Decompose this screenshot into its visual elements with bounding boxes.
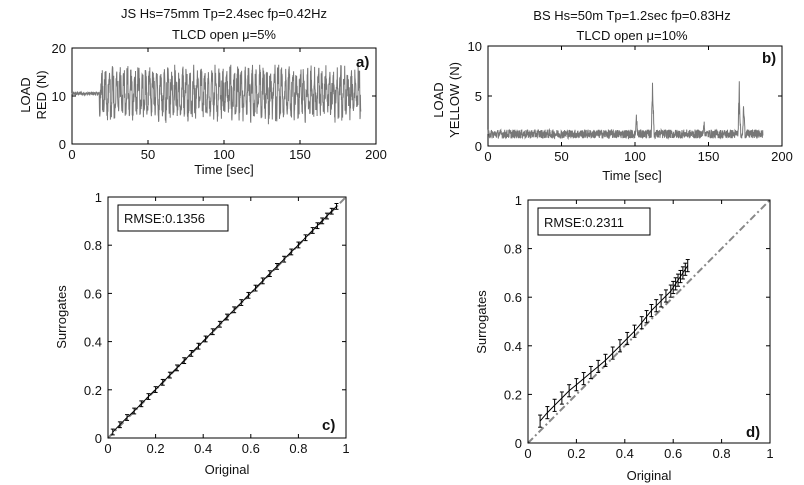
panel-a-ylabel-line1: LOAD (18, 77, 33, 112)
x-tick-label: 1 (342, 441, 349, 456)
panel-d-rmse: RMSE:0.2311 (544, 215, 624, 230)
panel-a: JS Hs=75mm Tp=2.4sec fp=0.42Hz TLCD open… (18, 6, 387, 177)
panel-d-label: d) (746, 424, 760, 441)
panel-c-label: c) (322, 417, 335, 434)
y-tick-label: 0.4 (504, 339, 522, 354)
panel-a-label: a) (356, 54, 369, 71)
x-tick-label: 0 (104, 441, 111, 456)
panel-c-ylabel: Surrogates (54, 285, 69, 349)
y-tick-label: 0.8 (84, 238, 102, 253)
y-tick-label: 0.8 (504, 242, 522, 257)
x-tick-label: 50 (141, 147, 155, 162)
y-tick-label: 0.6 (504, 290, 522, 305)
panel-c-xlabel: Original (205, 462, 250, 477)
panel-b: BS Hs=50m Tp=1.2sec fp=0.83Hz TLCD open … (431, 8, 793, 183)
panel-b-subtitle: TLCD open μ=10% (576, 28, 688, 43)
y-tick-label: 5 (475, 89, 482, 104)
panel-a-ylabel-line2: RED (N) (34, 70, 49, 119)
panel-d-ylabel: Surrogates (474, 290, 489, 354)
panel-b-ylabel-line2: YELLOW (N) (447, 62, 462, 138)
x-tick-label: 0.6 (664, 446, 682, 461)
x-tick-label: 0.6 (242, 441, 260, 456)
panel-c-rmse-box (117, 204, 229, 232)
x-tick-label: 200 (771, 149, 793, 164)
x-tick-label: 150 (698, 149, 720, 164)
x-tick-label: 150 (289, 147, 311, 162)
panel-d-rmse-box (537, 207, 651, 236)
x-tick-label: 0.8 (289, 441, 307, 456)
reference-line (527, 199, 771, 444)
x-tick-label: 0 (68, 147, 75, 162)
panel-d-xlabel: Original (627, 468, 672, 483)
x-tick-label: 100 (213, 147, 235, 162)
y-tick-label: 10 (52, 89, 66, 104)
y-tick-label: 0 (515, 436, 522, 451)
y-tick-label: 20 (52, 41, 66, 56)
y-tick-label: 0 (475, 139, 482, 154)
panel-b-xlabel: Time [sec] (602, 168, 661, 183)
x-tick-label: 0 (524, 446, 531, 461)
y-tick-label: 0.4 (84, 335, 102, 350)
panel-c-frame (107, 196, 347, 439)
y-tick-label: 10 (468, 39, 482, 54)
panel-b-title: BS Hs=50m Tp=1.2sec fp=0.83Hz (533, 8, 730, 23)
y-tick-label: 0.6 (84, 286, 102, 301)
surrogate-line (112, 206, 337, 433)
x-tick-label: 0.8 (713, 446, 731, 461)
x-tick-label: 100 (624, 149, 646, 164)
x-tick-label: 0 (484, 149, 491, 164)
x-tick-label: 200 (365, 147, 387, 162)
y-tick-label: 1 (95, 190, 102, 205)
panel-b-signal (487, 81, 764, 141)
panel-b-label: b) (762, 50, 776, 67)
x-tick-label: 0.4 (616, 446, 634, 461)
y-tick-label: 1 (515, 193, 522, 208)
panel-b-ylabel-line1: LOAD (431, 82, 446, 117)
x-tick-label: 50 (554, 149, 568, 164)
surrogate-line (539, 265, 689, 422)
y-tick-label: 0.2 (504, 387, 522, 402)
panel-c: RMSE:0.1356 c) Original Surrogates 0 0.2 0… (54, 190, 350, 477)
panel-c-rmse: RMSE:0.1356 (124, 211, 205, 226)
y-tick-label: 0 (59, 137, 66, 152)
x-tick-label: 1 (766, 446, 773, 461)
y-tick-label: 0.2 (84, 383, 102, 398)
x-tick-label: 0.2 (147, 441, 165, 456)
panel-d: RMSE:0.2311 d) Original Surrogates 0 0.2 0… (474, 193, 774, 483)
panel-d-frame (527, 199, 771, 444)
panel-a-title: JS Hs=75mm Tp=2.4sec fp=0.42Hz (121, 6, 327, 21)
panel-a-xlabel: Time [sec] (194, 162, 253, 177)
panel-a-signal (71, 64, 362, 125)
x-tick-label: 0.2 (567, 446, 585, 461)
y-tick-label: 0 (95, 431, 102, 446)
x-tick-label: 0.4 (194, 441, 212, 456)
panel-a-subtitle: TLCD open μ=5% (172, 27, 276, 42)
